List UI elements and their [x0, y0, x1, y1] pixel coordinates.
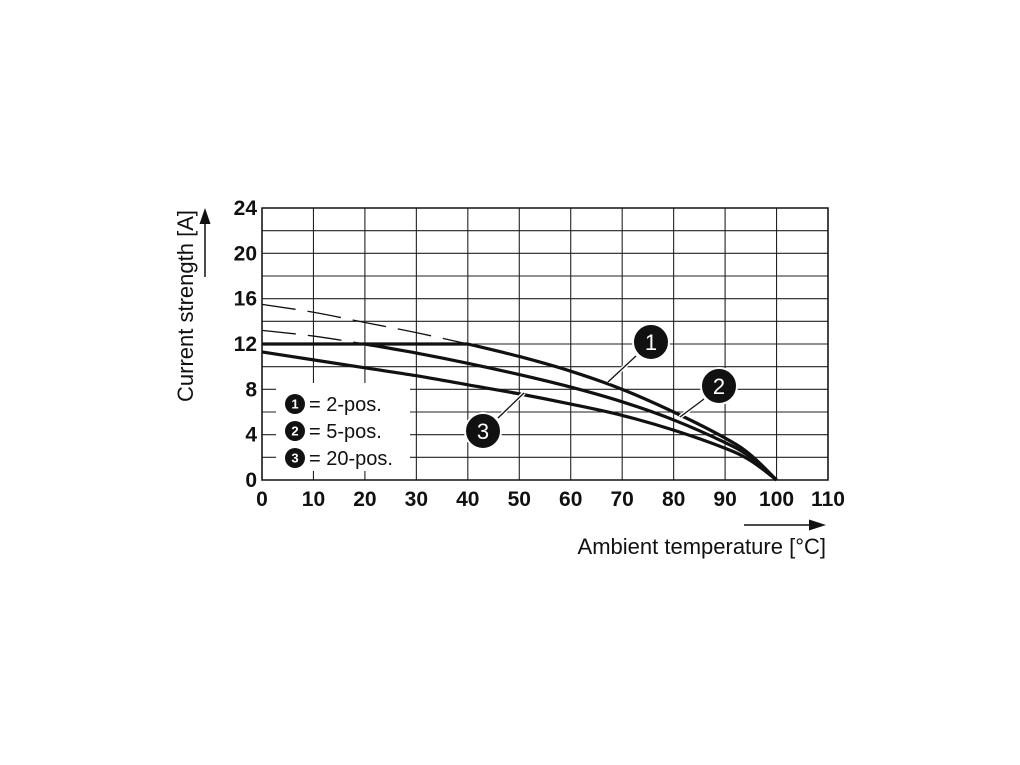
y-tick-label: 20: [234, 242, 257, 265]
x-tick-label: 70: [611, 488, 634, 511]
x-tick-labels: 0 10 20 30 40 50 60 70 80 90 100 110: [256, 488, 845, 511]
x-tick-label: 40: [456, 488, 479, 511]
series-1-line: [467, 342, 778, 482]
x-axis-label: Ambient temperature [°C]: [578, 534, 826, 559]
series-2: [261, 329, 778, 482]
x-tick-label: 50: [508, 488, 531, 511]
x-tick-label: 110: [811, 488, 845, 511]
legend-marker-2: [285, 421, 305, 441]
y-tick-label: 24: [234, 197, 258, 220]
curve-markers: 1 2 3: [464, 323, 738, 450]
y-axis-label: Current strength [A]: [173, 210, 198, 402]
legend-marker-number: 2: [291, 424, 298, 439]
y-tick-label: 12: [234, 333, 257, 356]
marker-3-label: 3: [477, 419, 489, 444]
series-3-line: [261, 350, 778, 482]
y-tick-label: 0: [245, 469, 257, 492]
x-tick-label: 100: [759, 488, 794, 511]
marker-3: [464, 412, 502, 450]
marker-2-leader: [679, 398, 705, 418]
legend-label: = 20-pos.: [309, 448, 393, 470]
marker-1-label: 1: [645, 330, 657, 355]
x-tick-label: 10: [302, 488, 325, 511]
series-3: [261, 350, 778, 482]
y-tick-label: 16: [234, 288, 257, 311]
y-tick-label: 8: [245, 378, 257, 401]
x-tick-label: 60: [559, 488, 582, 511]
legend-marker-number: 3: [291, 451, 298, 466]
legend-marker-number: 1: [291, 397, 298, 412]
marker-1-leader: [607, 355, 637, 383]
curves: [261, 303, 778, 482]
series-2-dashed-line: [261, 329, 366, 345]
x-tick-label: 30: [405, 488, 428, 511]
marker-2-label: 2: [713, 374, 725, 399]
marker-1: [632, 323, 670, 361]
y-tick-label: 4: [245, 424, 257, 447]
grid: [261, 207, 829, 481]
x-tick-label: 90: [713, 488, 736, 511]
legend-marker-1: [285, 394, 305, 414]
x-tick-label: 80: [662, 488, 685, 511]
legend-marker-3: [285, 448, 305, 468]
series-2-line: [364, 342, 778, 482]
x-axis-arrow: [744, 519, 826, 531]
marker-3-leader: [497, 392, 525, 419]
series-1-dashed-line: [261, 303, 468, 345]
x-tick-label: 0: [256, 488, 268, 511]
y-tick-labels: 0 4 8 12 16 20 24: [234, 197, 258, 492]
legend-label: = 5-pos.: [309, 421, 382, 443]
legend: 1 = 2-pos. 2 = 5-pos. 3 = 20-pos.: [276, 383, 410, 471]
x-tick-label: 20: [353, 488, 376, 511]
marker-2: [700, 367, 738, 405]
y-axis-arrow: [199, 208, 211, 277]
legend-label: = 2-pos.: [309, 394, 382, 416]
